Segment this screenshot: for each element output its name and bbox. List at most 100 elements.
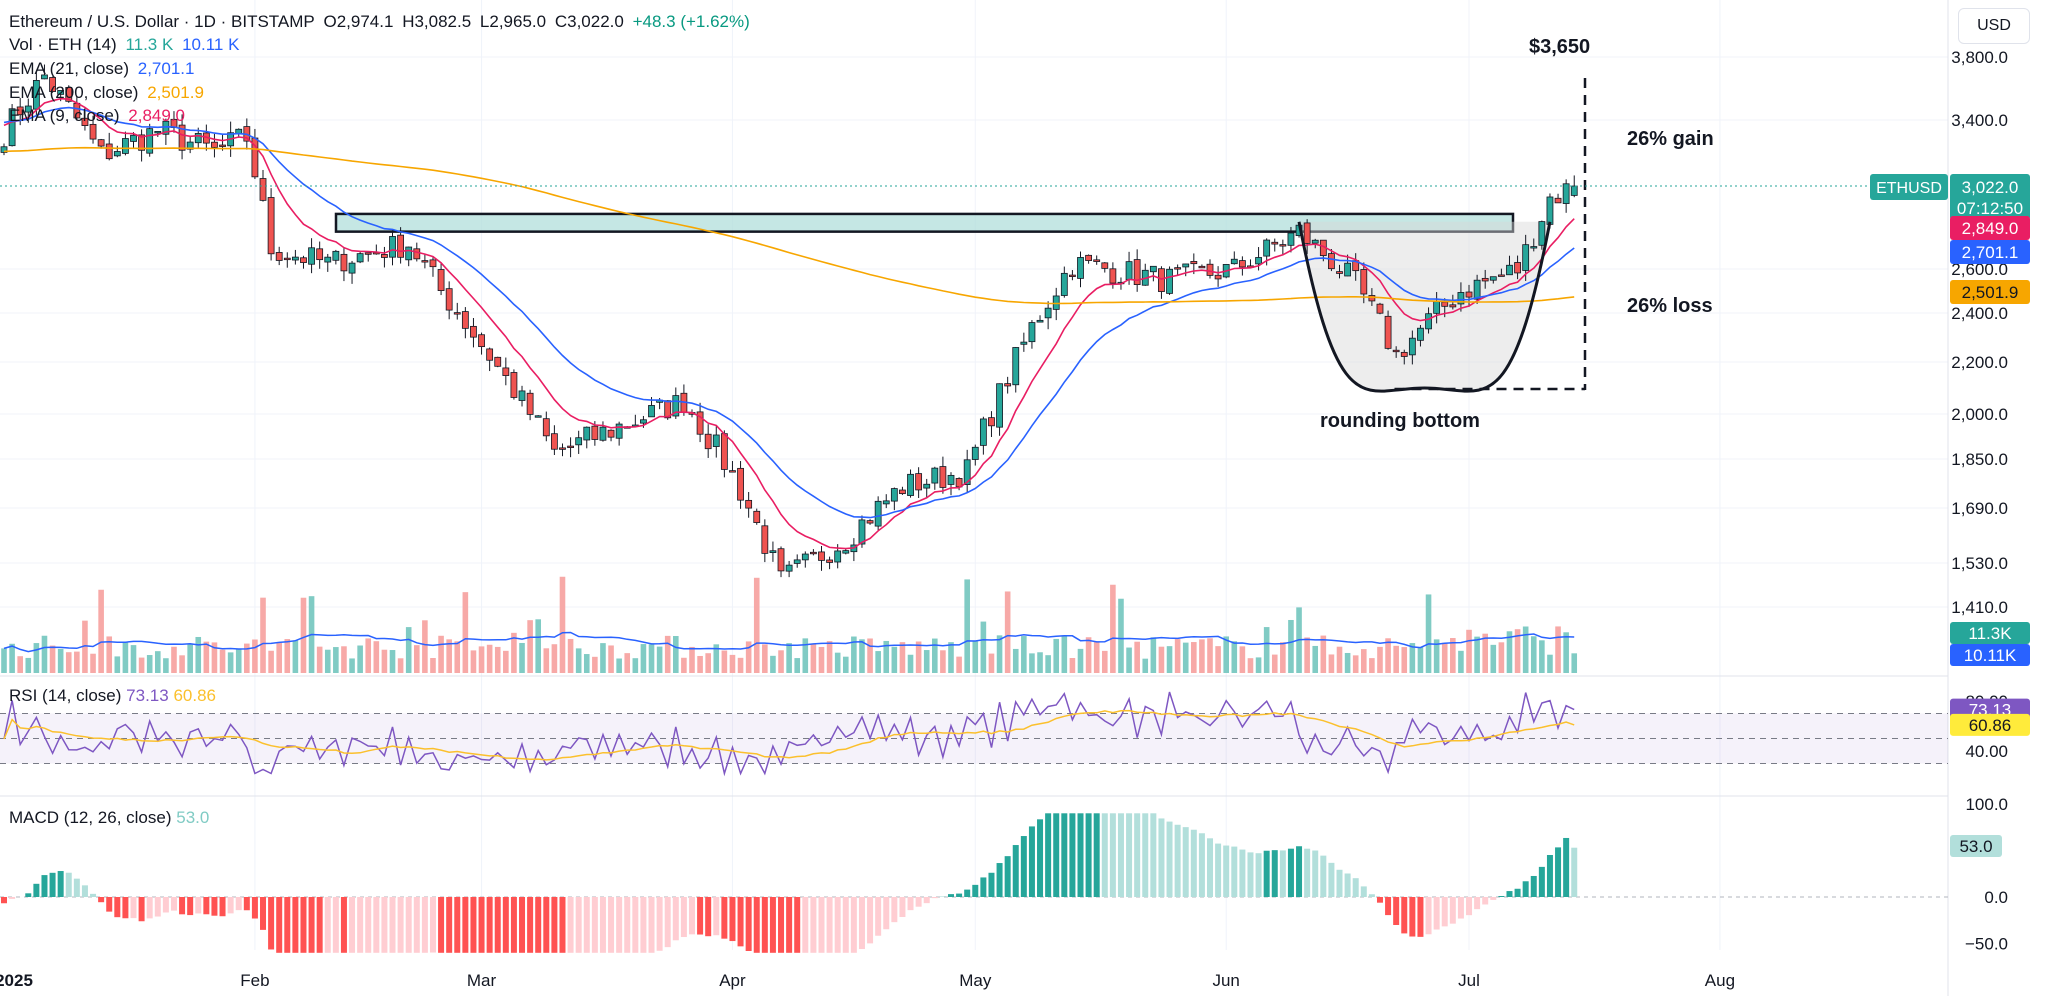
candle[interactable] <box>259 178 267 201</box>
candle[interactable] <box>1449 304 1457 308</box>
candle[interactable] <box>1530 246 1538 249</box>
candle[interactable] <box>348 262 356 274</box>
candle[interactable] <box>575 437 583 446</box>
candle[interactable] <box>413 248 421 260</box>
candle[interactable] <box>696 411 704 435</box>
candle[interactable] <box>502 367 510 376</box>
candle[interactable] <box>1562 183 1570 204</box>
candle[interactable] <box>1425 313 1432 330</box>
candle[interactable] <box>138 134 145 151</box>
candle[interactable] <box>1376 303 1384 314</box>
candle[interactable] <box>65 87 73 102</box>
candle[interactable] <box>1489 276 1497 281</box>
candle[interactable] <box>801 553 809 561</box>
candle[interactable] <box>194 133 202 144</box>
candle[interactable] <box>777 548 785 572</box>
candle[interactable] <box>16 106 24 116</box>
candle[interactable] <box>1497 274 1505 277</box>
candle[interactable] <box>308 247 315 265</box>
candle[interactable] <box>866 520 874 524</box>
candle[interactable] <box>1085 254 1092 261</box>
candle[interactable] <box>979 418 987 446</box>
candle[interactable] <box>1554 197 1562 204</box>
candle[interactable] <box>947 474 955 485</box>
candle[interactable] <box>1408 337 1416 356</box>
candle[interactable] <box>971 446 979 460</box>
candle[interactable] <box>769 550 777 553</box>
candle[interactable] <box>1271 241 1279 245</box>
candle[interactable] <box>899 489 906 495</box>
candle[interactable] <box>599 426 607 441</box>
candle[interactable] <box>1368 295 1376 302</box>
candle[interactable] <box>923 483 931 489</box>
candle[interactable] <box>996 383 1003 428</box>
candle[interactable] <box>745 499 753 509</box>
candle[interactable] <box>178 124 186 151</box>
candle[interactable] <box>1238 260 1246 268</box>
candle[interactable] <box>1214 274 1222 280</box>
candle[interactable] <box>486 348 494 361</box>
candle[interactable] <box>1570 185 1578 196</box>
candle[interactable] <box>1166 268 1173 294</box>
candle[interactable] <box>720 433 728 470</box>
candle[interactable] <box>1400 351 1408 357</box>
candle[interactable] <box>1198 265 1206 269</box>
candle[interactable] <box>81 117 89 126</box>
candle[interactable] <box>785 564 793 572</box>
candle[interactable] <box>105 143 113 160</box>
candle[interactable] <box>818 551 825 561</box>
candle[interactable] <box>1263 239 1271 257</box>
candle[interactable] <box>324 256 332 263</box>
candle[interactable] <box>510 372 518 398</box>
candle[interactable] <box>1190 261 1198 265</box>
candle[interactable] <box>607 429 615 438</box>
candle[interactable] <box>1149 265 1157 273</box>
candle[interactable] <box>1506 264 1513 276</box>
candle[interactable] <box>1069 274 1076 277</box>
candle[interactable] <box>939 466 947 488</box>
candle[interactable] <box>122 138 129 154</box>
currency-button[interactable]: USD <box>1958 8 2030 44</box>
candle[interactable] <box>316 248 324 261</box>
candle[interactable] <box>397 234 405 258</box>
candle[interactable] <box>1384 315 1392 349</box>
candle[interactable] <box>57 90 65 95</box>
candle[interactable] <box>550 433 558 450</box>
volume-legend[interactable]: Vol · ETH (14) 11.3 K 10.11 K <box>9 33 243 56</box>
candle[interactable] <box>664 400 672 419</box>
candle[interactable] <box>810 551 817 555</box>
candle[interactable] <box>1441 301 1449 307</box>
candle[interactable] <box>1473 279 1481 300</box>
candle[interactable] <box>842 550 850 554</box>
candle[interactable] <box>219 144 226 147</box>
candle[interactable] <box>1101 262 1109 269</box>
candle[interactable] <box>542 418 550 437</box>
candle[interactable] <box>1020 341 1028 345</box>
candle[interactable] <box>729 470 736 473</box>
candle[interactable] <box>890 488 898 502</box>
candle[interactable] <box>41 74 48 80</box>
candle[interactable] <box>445 288 453 311</box>
candle[interactable] <box>1481 277 1489 282</box>
candle[interactable] <box>97 139 105 147</box>
candle[interactable] <box>1133 259 1141 285</box>
candle[interactable] <box>389 236 396 258</box>
candle[interactable] <box>931 467 939 484</box>
candle[interactable] <box>154 131 162 134</box>
candle[interactable] <box>405 246 413 261</box>
candle[interactable] <box>1028 322 1036 343</box>
candle[interactable] <box>874 500 882 527</box>
candle[interactable] <box>1230 258 1238 265</box>
candle[interactable] <box>672 395 680 417</box>
ema200-legend[interactable]: EMA (200, close) 2,501.9 <box>9 81 208 104</box>
candle[interactable] <box>907 473 914 496</box>
candle[interactable] <box>1352 260 1360 272</box>
candle[interactable] <box>8 108 16 147</box>
candle[interactable] <box>0 146 8 153</box>
candle[interactable] <box>526 392 534 415</box>
candle[interactable] <box>1044 307 1052 319</box>
candle[interactable] <box>130 134 137 142</box>
candle[interactable] <box>1433 301 1441 314</box>
candle[interactable] <box>494 356 502 367</box>
